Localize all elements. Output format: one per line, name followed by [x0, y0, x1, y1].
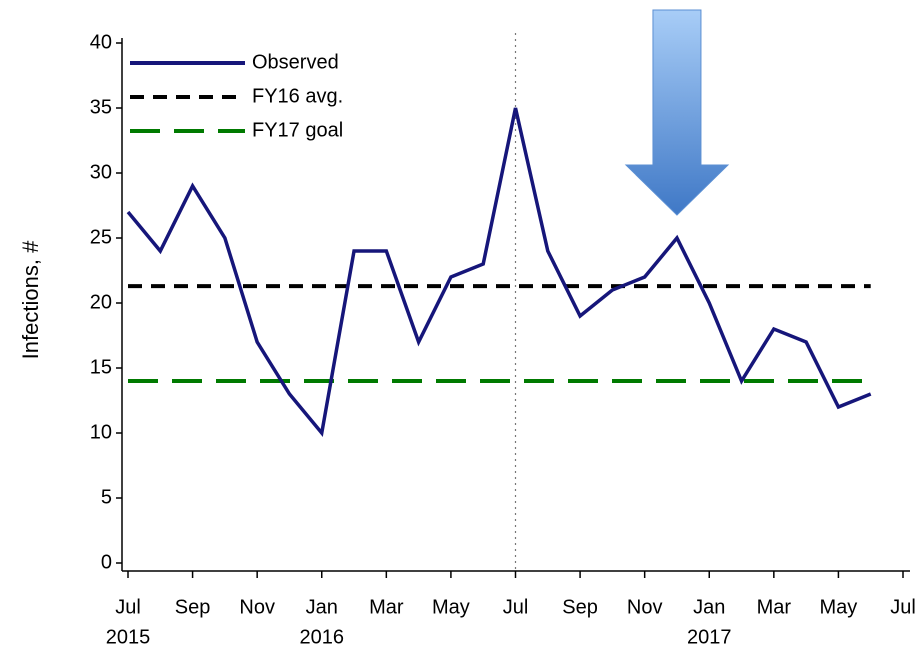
y-tick-label: 10 [90, 421, 112, 443]
x-tick-label: Jan [306, 596, 338, 618]
y-tick-label: 40 [90, 31, 112, 53]
y-tick-label: 15 [90, 356, 112, 378]
y-tick-label: 25 [90, 226, 112, 248]
y-tick-label: 20 [90, 291, 112, 313]
x-tick-label: Jul [890, 596, 916, 618]
x-tick-label: Sep [562, 596, 598, 618]
x-tick-label: Sep [175, 596, 211, 618]
x-tick-label: Jul [115, 596, 141, 618]
y-tick-label: 0 [101, 551, 112, 573]
y-tick-label: 30 [90, 161, 112, 183]
x-tick-label: May [432, 596, 470, 618]
y-tick-label: 5 [101, 486, 112, 508]
x-tick-label: Nov [627, 596, 663, 618]
x-year-label: 2016 [300, 626, 345, 648]
x-year-label: 2015 [106, 626, 151, 648]
annotation-arrow [624, 9, 730, 216]
y-axis-label: Infections, # [18, 240, 43, 359]
data-line [126, 107, 872, 438]
x-tick-label: Mar [757, 596, 792, 618]
legend-label: FY17 goal [252, 119, 343, 141]
x-tick-label: May [820, 596, 858, 618]
y-tick-label: 35 [90, 96, 112, 118]
legend-label: FY16 avg. [252, 85, 343, 107]
x-tick-label: Jul [503, 596, 529, 618]
x-tick-label: Jan [693, 596, 725, 618]
x-tick-label: Nov [239, 596, 275, 618]
x-year-label: 2017 [687, 626, 732, 648]
legend-label: Observed [252, 51, 339, 73]
x-tick-label: Mar [369, 596, 404, 618]
